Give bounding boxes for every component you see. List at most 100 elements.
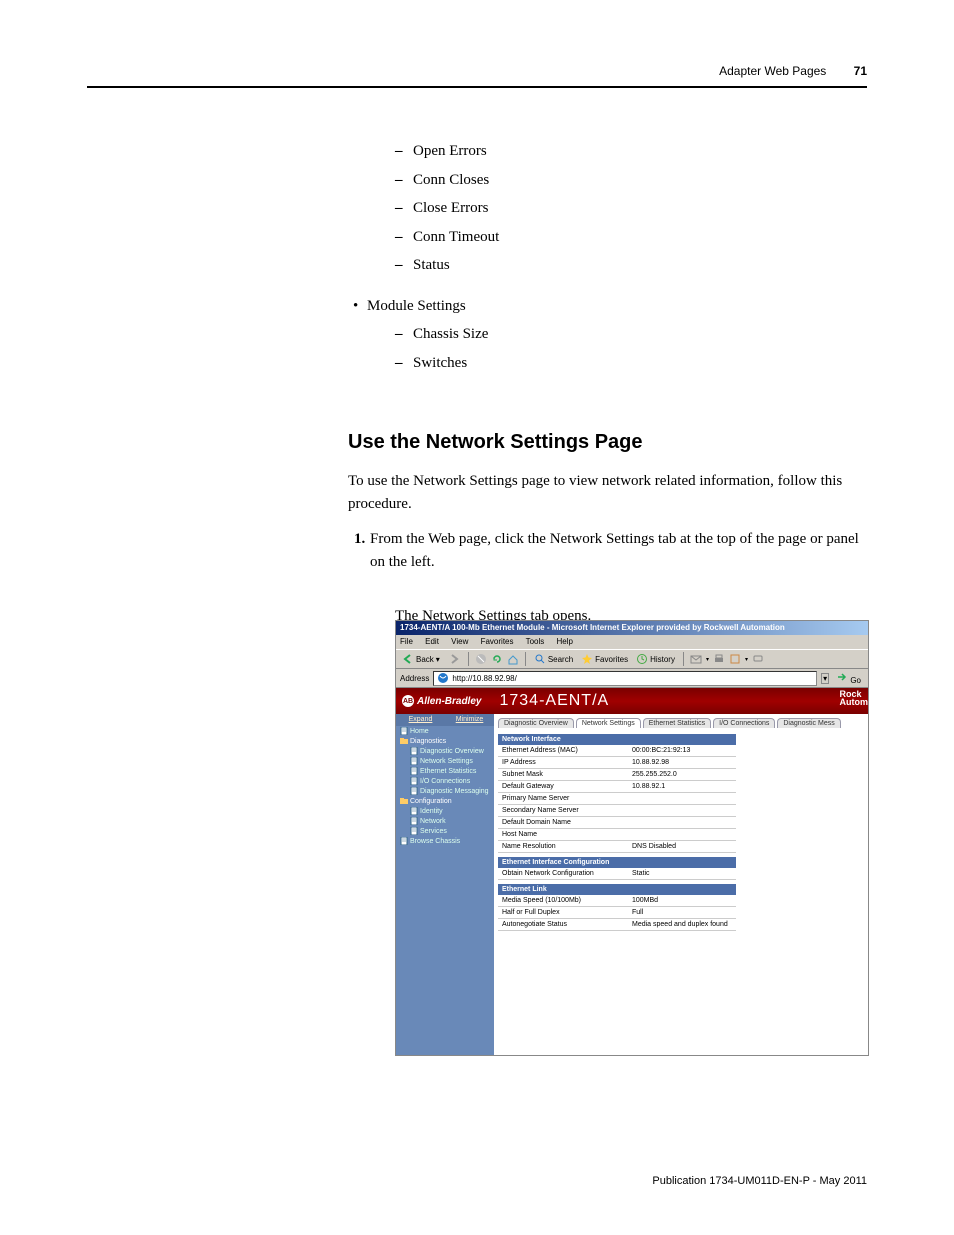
sidebar-top: Expand Minimize xyxy=(396,714,494,726)
search-button[interactable]: Search xyxy=(532,653,575,665)
window-titlebar: 1734-AENT/A 100-Mb Ethernet Module - Mic… xyxy=(396,621,868,635)
sidebar-item[interactable]: Ethernet Statistics xyxy=(396,766,494,776)
print-icon[interactable] xyxy=(713,653,725,665)
history-button[interactable]: History xyxy=(634,653,677,665)
row-key: Host Name xyxy=(502,831,632,838)
list-item: Open Errors xyxy=(395,140,867,163)
menu-help[interactable]: Help xyxy=(557,637,573,646)
sidebar-expand[interactable]: Expand xyxy=(396,714,445,726)
error-bullet-list: Open Errors Conn Closes Close Errors Con… xyxy=(395,140,867,277)
row-value: 10.88.92.1 xyxy=(632,783,732,790)
brand-bar: AB Allen-Bradley 1734-AENT/A Rock Autom xyxy=(396,688,868,714)
address-value: http://10.88.92.98/ xyxy=(452,672,517,685)
page-icon xyxy=(410,767,418,775)
tab-io-connections[interactable]: I/O Connections xyxy=(713,718,775,728)
row-value: 100MBd xyxy=(632,897,732,904)
folder-icon xyxy=(400,737,408,745)
sidebar-item-label: Ethernet Statistics xyxy=(420,768,476,775)
address-input[interactable]: http://10.88.92.98/ xyxy=(433,671,817,686)
address-bar: Address http://10.88.92.98/ ▾ Go xyxy=(396,669,868,688)
main-column: Diagnostic Overview Network Settings Eth… xyxy=(494,714,868,1056)
go-button[interactable]: Go xyxy=(833,671,864,685)
mail-icon[interactable] xyxy=(690,653,702,665)
discuss-icon[interactable] xyxy=(752,653,764,665)
forward-button[interactable] xyxy=(446,653,462,665)
back-button[interactable]: Back ▾ xyxy=(400,653,442,665)
sidebar-item-label: Home xyxy=(410,728,429,735)
menu-favorites[interactable]: Favorites xyxy=(481,637,514,646)
row-value xyxy=(632,807,732,814)
table-row: Host Name xyxy=(498,829,736,841)
menu-file[interactable]: File xyxy=(400,637,413,646)
sidebar: Expand Minimize HomeDiagnosticsDiagnosti… xyxy=(396,714,494,1056)
stop-icon[interactable] xyxy=(475,653,487,665)
table-row: Default Domain Name xyxy=(498,817,736,829)
sidebar-item[interactable]: Network Settings xyxy=(396,756,494,766)
sidebar-item[interactable]: Home xyxy=(396,726,494,736)
page-icon xyxy=(400,837,408,845)
table-row: IP Address10.88.92.98 xyxy=(498,757,736,769)
page-number: 71 xyxy=(854,64,867,78)
page-icon xyxy=(410,787,418,795)
section-heading: Use the Network Settings Page xyxy=(348,431,643,454)
sidebar-item[interactable]: Configuration xyxy=(396,796,494,806)
sidebar-item-label: I/O Connections xyxy=(420,778,470,785)
edit-icon[interactable] xyxy=(729,653,741,665)
list-item: Module Settings Chassis Size Switches xyxy=(367,295,867,375)
back-label: Back xyxy=(416,655,434,664)
history-label: History xyxy=(650,655,675,664)
row-key: IP Address xyxy=(502,759,632,766)
row-key: Autonegotiate Status xyxy=(502,921,632,928)
tab-diagnostic-messaging[interactable]: Diagnostic Mess xyxy=(777,718,840,728)
table-row: Media Speed (10/100Mb)100MBd xyxy=(498,895,736,907)
favorites-button[interactable]: Favorites xyxy=(579,653,630,665)
page-icon xyxy=(410,817,418,825)
section-header: Ethernet Interface Configuration xyxy=(498,857,736,868)
row-value xyxy=(632,831,732,838)
tab-ethernet-statistics[interactable]: Ethernet Statistics xyxy=(643,718,711,728)
go-label: Go xyxy=(850,676,861,685)
row-key: Default Gateway xyxy=(502,783,632,790)
address-dropdown-icon[interactable]: ▾ xyxy=(821,673,829,684)
favorites-icon xyxy=(581,653,593,665)
sidebar-item-label: Diagnostic Messaging xyxy=(420,788,488,795)
body-content: Open Errors Conn Closes Close Errors Con… xyxy=(395,140,867,374)
dropdown-icon: ▾ xyxy=(706,656,709,663)
brand-name: Allen-Bradley xyxy=(417,696,481,707)
page-icon xyxy=(410,807,418,815)
sidebar-item[interactable]: Identity xyxy=(396,806,494,816)
sidebar-item[interactable]: Diagnostic Messaging xyxy=(396,786,494,796)
favorites-label: Favorites xyxy=(595,655,628,664)
sidebar-item-label: Network xyxy=(420,818,446,825)
sidebar-item[interactable]: Diagnostic Overview xyxy=(396,746,494,756)
browser-toolbar: Back ▾ Search Favorites History xyxy=(396,649,868,669)
row-key: Half or Full Duplex xyxy=(502,909,632,916)
menu-view[interactable]: View xyxy=(451,637,468,646)
page-icon xyxy=(410,827,418,835)
home-icon[interactable] xyxy=(507,653,519,665)
sidebar-item[interactable]: I/O Connections xyxy=(396,776,494,786)
sidebar-minimize[interactable]: Minimize xyxy=(445,714,494,726)
page-icon xyxy=(410,757,418,765)
module-settings-list: Module Settings Chassis Size Switches xyxy=(395,295,867,375)
product-title: 1734-AENT/A xyxy=(499,692,609,710)
logo-badge-icon: AB xyxy=(402,695,414,707)
row-key: Obtain Network Configuration xyxy=(502,870,632,877)
tab-diagnostic-overview[interactable]: Diagnostic Overview xyxy=(498,718,574,728)
sidebar-item[interactable]: Network xyxy=(396,816,494,826)
sidebar-item[interactable]: Browse Chassis xyxy=(396,836,494,846)
row-value: DNS Disabled xyxy=(632,843,732,850)
browser-screenshot: 1734-AENT/A 100-Mb Ethernet Module - Mic… xyxy=(395,620,869,1056)
refresh-icon[interactable] xyxy=(491,653,503,665)
menu-edit[interactable]: Edit xyxy=(425,637,439,646)
tab-network-settings[interactable]: Network Settings xyxy=(576,718,641,728)
sidebar-item[interactable]: Diagnostics xyxy=(396,736,494,746)
page-icon xyxy=(410,777,418,785)
menu-tools[interactable]: Tools xyxy=(526,637,545,646)
sidebar-item-label: Network Settings xyxy=(420,758,473,765)
brand-right: Rock Autom xyxy=(840,690,869,706)
sidebar-item[interactable]: Services xyxy=(396,826,494,836)
table-row: Default Gateway10.88.92.1 xyxy=(498,781,736,793)
table-row: Ethernet Address (MAC)00:00:BC:21:92:13 xyxy=(498,745,736,757)
table-row: Secondary Name Server xyxy=(498,805,736,817)
